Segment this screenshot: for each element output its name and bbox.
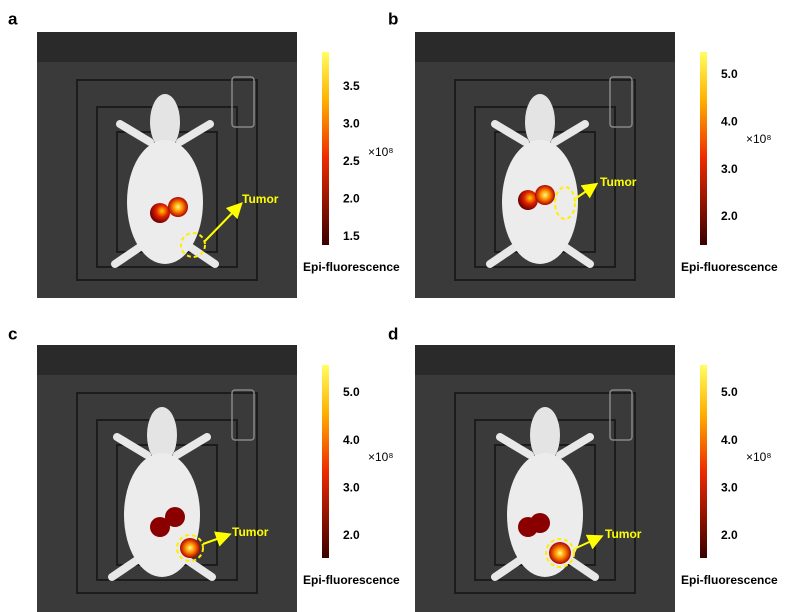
signal: [518, 190, 538, 210]
mouse-body: [124, 453, 200, 577]
colorbar-tick-label: 2.0: [721, 528, 738, 542]
colorbar-exponent: ×10⁸: [746, 450, 771, 464]
colorbar-tick-label: 2.5: [343, 154, 360, 168]
signal: [165, 507, 185, 527]
panel-label: a: [8, 9, 18, 28]
colorbar-tick-label: 4.0: [721, 433, 738, 447]
colorbar-exponent: ×10⁸: [368, 145, 393, 159]
panel-label: d: [388, 324, 398, 343]
colorbar-tick-label: 4.0: [721, 115, 738, 129]
colorbar: [322, 52, 329, 245]
signal: [530, 513, 550, 533]
colorbar-tick-label: 5.0: [721, 385, 738, 399]
stage-top: [37, 32, 297, 62]
tumor-label: Tumor: [232, 525, 269, 539]
colorbar-title: Epi-fluorescence: [681, 260, 778, 274]
signal: [535, 185, 555, 205]
colorbar-tick-label: 3.0: [721, 481, 738, 495]
tumor-signal: [180, 538, 200, 558]
colorbar-tick-label: 2.0: [343, 528, 360, 542]
mouse-body: [127, 140, 203, 264]
colorbar-tick-label: 2.0: [721, 209, 738, 223]
colorbar-title: Epi-fluorescence: [303, 573, 400, 587]
tumor-signal: [549, 542, 571, 564]
image: Tumor 5.0 4.0 3.0 2.0 ×10⁸ Epi-fluorescence: [37, 345, 400, 612]
colorbar-tick-label: 5.0: [721, 67, 738, 81]
colorbar-title: Epi-fluorescence: [681, 573, 778, 587]
signal: [150, 203, 170, 223]
signal: [168, 197, 188, 217]
stage-top: [415, 345, 675, 375]
colorbar-tick-label: 4.0: [343, 433, 360, 447]
colorbar: [700, 52, 707, 245]
colorbar-tick-label: 3.0: [343, 481, 360, 495]
colorbar: [700, 365, 707, 558]
panel-label: b: [388, 9, 398, 28]
colorbar-tick-label: 3.5: [343, 79, 360, 93]
colorbar-exponent: ×10⁸: [368, 450, 393, 464]
colorbar-tick-label: 2.0: [343, 192, 360, 206]
stage-top: [415, 32, 675, 62]
colorbar-tick-label: 5.0: [343, 385, 360, 399]
image: Tumor 5.0 4.0 3.0 2.0 ×10⁸ Epi-fluorescence: [415, 345, 778, 612]
tumor-label: Tumor: [242, 192, 279, 206]
colorbar-tick-label: 3.0: [721, 162, 738, 176]
colorbar-exponent: ×10⁸: [746, 132, 771, 146]
panel-label: c: [8, 324, 17, 343]
colorbar-tick-label: 3.0: [343, 117, 360, 131]
stage-top: [37, 345, 297, 375]
image: Tumor 3.5 3.0 2.5 2.0 1.5 ×10⁸ Epi-fluorescence: [37, 32, 400, 298]
tumor-label: Tumor: [605, 527, 642, 541]
figure: a Tumor 3.5 3.0 2.5 2.0 1.5 ×10⁸ Epi-fluorescenc…: [0, 0, 791, 612]
colorbar: [322, 365, 329, 558]
colorbar-tick-label: 1.5: [343, 229, 360, 243]
colorbar-title: Epi-fluorescence: [303, 260, 400, 274]
image: Tumor 5.0 4.0 3.0 2.0 ×10⁸ Epi-fluorescence: [415, 32, 778, 298]
tumor-label: Tumor: [600, 175, 637, 189]
